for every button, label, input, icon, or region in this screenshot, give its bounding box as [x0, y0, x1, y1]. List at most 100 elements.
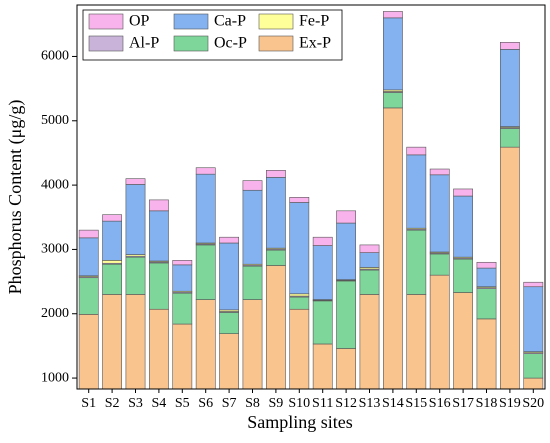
bar-segment — [266, 177, 286, 249]
bar-segment — [500, 42, 520, 50]
legend-swatch — [173, 13, 209, 30]
bar-segment — [336, 222, 356, 280]
x-tick-label: S7 — [222, 396, 237, 411]
legend-label: Al-P — [129, 35, 159, 52]
bar-segment — [406, 146, 427, 156]
bar-segment — [383, 92, 403, 109]
bar-segment — [78, 314, 99, 390]
bar-segment — [102, 220, 122, 261]
bar-segment — [383, 11, 403, 19]
bar-segment — [149, 210, 169, 262]
x-tick-label: S15 — [405, 396, 427, 411]
bar-segment — [476, 318, 497, 390]
bar-segment — [102, 214, 122, 222]
bar-segment — [406, 294, 427, 390]
bar-segment — [500, 146, 520, 390]
bar-segment — [195, 173, 216, 244]
bar-segment — [125, 256, 146, 295]
legend-swatch — [88, 13, 124, 30]
bar-segment — [125, 184, 146, 255]
bar-segment — [219, 333, 239, 390]
bar-segment — [336, 280, 356, 349]
bar-segment — [78, 229, 99, 239]
bar-segment — [242, 265, 263, 300]
bar-segment — [78, 277, 99, 315]
bar-segment — [289, 308, 310, 390]
bar-segment — [149, 262, 169, 310]
x-tick-label: S16 — [429, 396, 451, 411]
bar-segment — [219, 312, 239, 334]
bar-segment — [219, 236, 239, 244]
x-tick-label: S17 — [452, 396, 474, 411]
bar-segment — [429, 168, 450, 176]
x-tick-label: S20 — [522, 396, 544, 411]
bar-segment — [195, 244, 216, 300]
legend-label: Fe-P — [299, 13, 329, 30]
bar-segment — [523, 281, 544, 288]
bar-segment — [172, 323, 193, 390]
bar-segment — [453, 258, 473, 293]
x-tick-label: S13 — [359, 396, 381, 411]
x-axis-label: Sampling sites — [247, 412, 353, 432]
bar-segment — [195, 299, 216, 390]
legend-label: Oc-P — [214, 35, 247, 52]
bar-segment — [476, 267, 497, 288]
bar-segment — [266, 170, 286, 178]
bar-segment — [195, 167, 216, 175]
x-tick-label: S1 — [81, 396, 96, 411]
bar-segment — [336, 348, 356, 390]
bar-segment — [312, 300, 333, 345]
bar-segment — [78, 237, 99, 277]
legend-swatch — [258, 35, 294, 52]
bar-segment — [289, 296, 310, 310]
bar-segment — [523, 377, 544, 390]
bar-segment — [102, 294, 122, 390]
bar-segment — [383, 17, 403, 91]
x-tick-label: S11 — [312, 396, 333, 411]
y-axis-label: Phosphorus Content (μg/g) — [5, 100, 26, 295]
bar-segment — [476, 261, 497, 269]
bar-segment — [500, 128, 520, 148]
x-tick-label: S6 — [198, 396, 213, 411]
bar-segment — [289, 197, 310, 203]
bar-segment — [172, 264, 193, 292]
y-tick-label: 1000 — [41, 370, 69, 385]
x-tick-label: S12 — [335, 396, 357, 411]
bar-segment — [383, 107, 403, 390]
bar-segment — [523, 286, 544, 352]
bar-segment — [289, 202, 310, 295]
x-tick-label: S10 — [288, 396, 310, 411]
bar-segment — [500, 49, 520, 127]
x-tick-label: S4 — [152, 396, 167, 411]
bar-segment — [359, 294, 380, 390]
bar-segment — [149, 199, 169, 212]
bar-segment — [429, 274, 450, 390]
bar-segment — [476, 288, 497, 320]
legend-label: Ex-P — [299, 35, 331, 52]
bar-segment — [289, 293, 310, 297]
y-tick-label: 6000 — [41, 49, 69, 64]
bar-segment — [312, 245, 333, 300]
x-tick-label: S3 — [128, 396, 143, 411]
bar-segment — [312, 343, 333, 390]
bar-segment — [406, 154, 427, 229]
bar-segment — [219, 242, 239, 311]
bar-segment — [312, 236, 333, 246]
bar-segment — [429, 174, 450, 253]
legend-box — [82, 9, 343, 61]
y-tick-label: 5000 — [41, 113, 69, 128]
plot-frame — [76, 4, 546, 390]
x-tick-label: S19 — [499, 396, 521, 411]
bar-segment — [453, 195, 473, 258]
bar-segment — [406, 229, 427, 295]
x-tick-label: S18 — [476, 396, 498, 411]
bar-segment — [429, 253, 450, 276]
y-tick-label: 2000 — [41, 306, 69, 321]
y-tick-label: 3000 — [41, 242, 69, 257]
bar-segment — [242, 299, 263, 390]
legend-label: Ca-P — [214, 13, 246, 30]
bar-segment — [266, 265, 286, 390]
bar-segment — [453, 292, 473, 390]
bar-segment — [172, 260, 193, 266]
